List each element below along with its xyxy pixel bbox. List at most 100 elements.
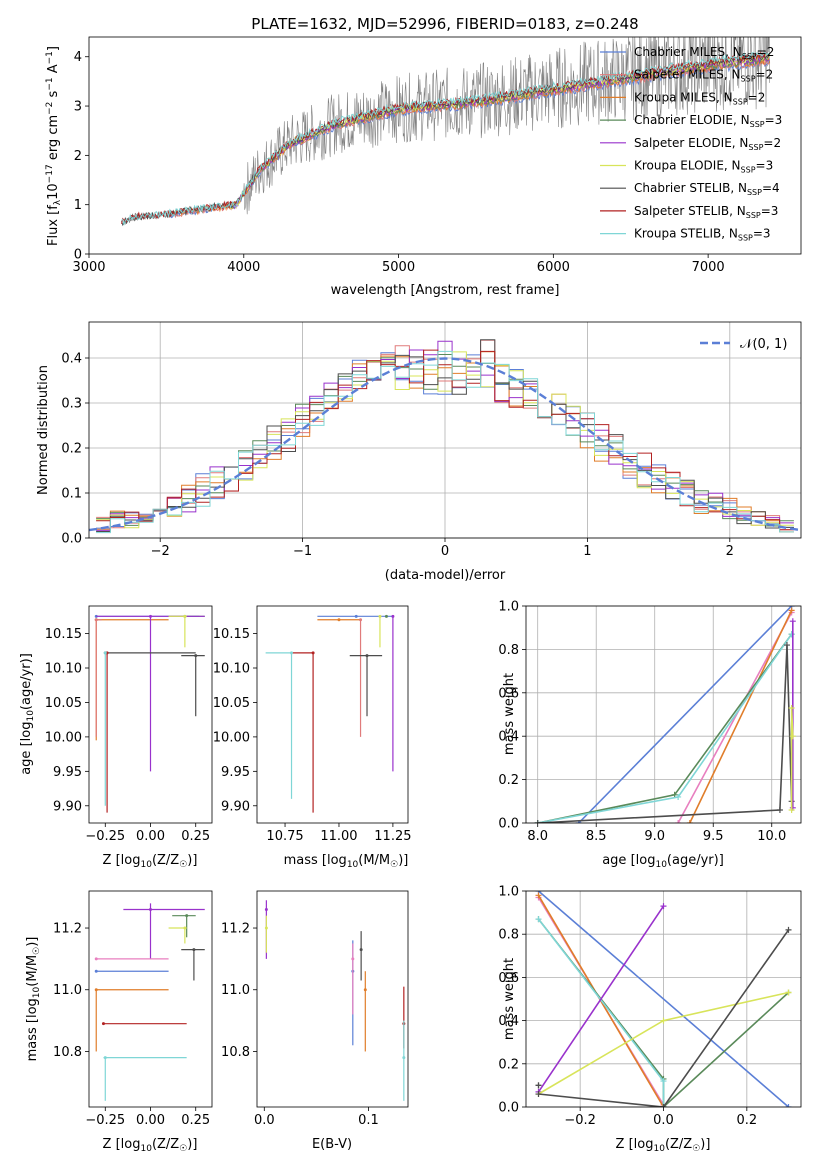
y-axis-label: Normed distribution xyxy=(36,365,51,495)
line-salp_elodie xyxy=(537,905,665,1093)
y-tick-label: 1 xyxy=(74,198,82,213)
x-tick-label: 9.0 xyxy=(644,829,665,844)
plot-area xyxy=(94,614,205,813)
point-krou_stelib xyxy=(103,651,107,655)
x-axis-label: Z [log10(Z/Z☉)] xyxy=(103,1137,198,1154)
x-tick-label: −2 xyxy=(151,544,170,559)
marker-krou_miles xyxy=(788,607,795,614)
x-tick-label: 0.1 xyxy=(358,1113,379,1128)
plot-area xyxy=(265,614,395,813)
y-tick-label: 10.8 xyxy=(53,1045,82,1060)
point-krou_elodie xyxy=(264,926,268,930)
point-krou_stelib xyxy=(103,1056,107,1060)
point-chab_elodie xyxy=(384,614,388,618)
x-tick-label: 7000 xyxy=(692,260,725,275)
marker-krou_stelib xyxy=(788,631,795,638)
histogram-panel: −2 −1 0 1 2 0.0 0.1 0.2 0.3 0.4 𝒩(0, 1) (data-model… xyxy=(36,321,802,583)
y-tick-label: 10.15 xyxy=(213,627,250,642)
legend-label: Kroupa STELIB, NSSP=3 xyxy=(634,227,771,243)
plot-area xyxy=(535,891,792,1107)
x-tick-label: −1 xyxy=(293,544,312,559)
x-tick-label: 8.5 xyxy=(586,829,607,844)
x-tick-label: 10.75 xyxy=(266,829,303,844)
point-salp_stelib xyxy=(311,651,315,655)
marker-krou_elodie xyxy=(660,1017,667,1024)
line-pink xyxy=(677,612,793,823)
y-tick-label: 10.10 xyxy=(45,662,82,677)
point-salp_elodie xyxy=(264,908,268,912)
histogram-krou_stelib xyxy=(96,350,794,534)
y-tick-label: 0.4 xyxy=(498,730,519,745)
y-tick-label: 0.6 xyxy=(498,971,519,986)
y-tick-label: 0.0 xyxy=(61,532,82,547)
x-axis-label: Z [log10(Z/Z☉)] xyxy=(103,853,198,870)
marker-krou_miles xyxy=(535,892,542,899)
legend-label: Chabrier ELODIE, NSSP=3 xyxy=(634,113,782,129)
y-tick-label: 11.0 xyxy=(221,983,250,998)
line-krou_miles xyxy=(689,609,793,823)
legend-label: Salpeter MILES, NSSP=2 xyxy=(634,68,773,84)
marker-chab_stelib xyxy=(660,1104,667,1107)
x-tick-label: −0.25 xyxy=(85,1113,125,1128)
y-tick-label: 11.0 xyxy=(53,983,82,998)
y-axis-label: mass [log10(M/M☉)] xyxy=(25,937,42,1062)
legend-label: Kroupa ELODIE, NSSP=3 xyxy=(634,159,773,175)
x-axis-label: age [log10(age/yr)] xyxy=(602,853,724,870)
z-age-panel: −0.25 0.00 0.25 9.90 9.95 10.00 10.05 10.10 10.1… xyxy=(19,605,213,870)
marker-chab_stelib xyxy=(535,1091,542,1098)
point-salp_miles xyxy=(94,618,98,622)
y-tick-label: 0.4 xyxy=(61,352,82,367)
x-axis-label: wavelength [Angstrom, rest frame] xyxy=(331,283,560,298)
plot-area xyxy=(121,37,771,227)
point-chab_miles xyxy=(354,614,358,618)
x-tick-label: −0.25 xyxy=(85,829,125,844)
legend-label: Chabrier STELIB, NSSP=4 xyxy=(634,181,780,197)
plot-area xyxy=(264,900,406,1101)
line-krou_stelib xyxy=(537,633,793,823)
spectrum-panel: 3000 4000 5000 6000 7000 0 1 2 3 4 wavelength [Ang… xyxy=(45,36,802,298)
x-tick-label: 5000 xyxy=(382,260,415,275)
y-tick-label: 0.2 xyxy=(498,1057,519,1072)
histogram-chab_elodie xyxy=(96,354,794,527)
x-tick-label: 1 xyxy=(583,544,591,559)
z-mass-panel: −0.25 0.00 0.25 10.8 11.0 11.2 Z [log10(Z/Z☉)]… xyxy=(25,890,213,1154)
axes-frame xyxy=(88,36,802,255)
y-tick-label: 10.8 xyxy=(221,1045,250,1060)
y-tick-label: 9.90 xyxy=(221,799,250,814)
x-tick-label: 6000 xyxy=(537,260,570,275)
point-krou_miles xyxy=(94,988,98,992)
histogram-salp_stelib xyxy=(96,349,794,531)
point-salp_elodie xyxy=(391,614,395,618)
point-krou_elodie xyxy=(183,926,187,930)
y-tick-label: 0.0 xyxy=(498,1101,519,1116)
figure-title: PLATE=1632, MJD=52996, FIBERID=0183, z=0… xyxy=(251,15,638,33)
z-massweight-panel: −0.2 0.0 0.2 0.0 0.2 0.4 0.6 0.8 1.0 Z [log10(Z/Z… xyxy=(498,885,802,1154)
marker-krou_elodie xyxy=(785,989,792,996)
x-tick-label: 0.00 xyxy=(136,1113,165,1128)
point-chab_stelib xyxy=(192,948,196,952)
x-tick-label: 9.5 xyxy=(703,829,724,844)
histogram-salp_elodie xyxy=(96,340,794,531)
marker-chab_stelib xyxy=(534,820,541,823)
y-tick-label: 0.8 xyxy=(498,643,519,658)
point-salp_stelib xyxy=(101,1022,105,1026)
y-tick-label: 9.90 xyxy=(53,799,82,814)
y-axis-label: mass weight xyxy=(502,673,517,755)
plot-area xyxy=(94,903,205,1101)
model-spectrum-krou_stelib xyxy=(121,51,770,226)
mass-age-panel: 10.75 11.00 11.25 9.90 9.95 10.00 10.05 10.10 10… xyxy=(213,605,412,870)
axes-frame xyxy=(256,605,409,824)
point-chab_stelib xyxy=(365,654,369,658)
point-krou_stelib xyxy=(402,1056,406,1060)
line-chab_miles xyxy=(578,606,793,823)
legend-label: Salpeter ELODIE, NSSP=2 xyxy=(634,136,781,152)
x-tick-label: 0.0 xyxy=(254,1113,275,1128)
x-tick-label: 3000 xyxy=(72,260,105,275)
y-tick-label: 10.05 xyxy=(213,696,250,711)
y-tick-label: 9.95 xyxy=(53,765,82,780)
y-tick-label: 0 xyxy=(74,248,82,263)
y-tick-label: 10.05 xyxy=(45,696,82,711)
marker-salp_elodie xyxy=(789,618,796,625)
point-chab_elodie xyxy=(185,914,189,918)
legend-label: Kroupa MILES, NSSP=2 xyxy=(634,90,765,106)
